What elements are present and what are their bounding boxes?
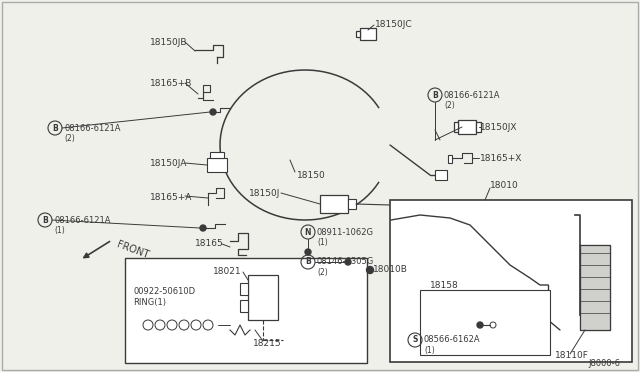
Text: 18165: 18165 [195, 238, 224, 247]
Text: J8000-6: J8000-6 [588, 359, 620, 368]
Bar [320, 195, 348, 213]
Text: 18165+B: 18165+B [150, 78, 193, 87]
Text: RING(1): RING(1) [133, 298, 166, 308]
Circle shape [305, 249, 311, 255]
Text: 18110F: 18110F [555, 350, 589, 359]
Text: B: B [52, 124, 58, 132]
Text: 18150: 18150 [297, 170, 326, 180]
Circle shape [200, 225, 206, 231]
Text: (2): (2) [317, 267, 328, 276]
Text: (1): (1) [317, 237, 328, 247]
Bar [207, 158, 227, 172]
Bar [458, 120, 476, 134]
Text: 18215: 18215 [253, 339, 282, 347]
Text: (1): (1) [54, 225, 65, 234]
Bar [420, 290, 550, 355]
Text: (2): (2) [444, 100, 455, 109]
Bar [348, 199, 356, 209]
Text: B: B [432, 90, 438, 99]
Text: N: N [305, 228, 311, 237]
Bar [476, 122, 481, 132]
Text: 18010B: 18010B [373, 266, 408, 275]
Bar [448, 155, 452, 163]
Text: 08566-6162A: 08566-6162A [424, 336, 481, 344]
Text: 08166-6121A: 08166-6121A [64, 124, 120, 132]
Circle shape [210, 109, 216, 115]
Text: B: B [305, 257, 311, 266]
Polygon shape [580, 245, 610, 330]
Text: 18010: 18010 [490, 180, 519, 189]
Circle shape [477, 322, 483, 328]
Bar [356, 31, 360, 37]
Text: (2): (2) [64, 134, 75, 142]
Text: 08146-6305G: 08146-6305G [317, 257, 374, 266]
Circle shape [345, 259, 351, 265]
Bar [125, 258, 367, 363]
Text: FRONT: FRONT [115, 240, 150, 260]
Bar [435, 170, 447, 180]
Text: 18165+A: 18165+A [150, 192, 193, 202]
Text: B: B [42, 215, 48, 224]
Bar [390, 200, 632, 362]
Text: 18150JB: 18150JB [150, 38, 188, 46]
Text: 08166-6121A: 08166-6121A [54, 215, 111, 224]
Bar [454, 122, 458, 132]
Text: 18165+X: 18165+X [480, 154, 522, 163]
Bar [440, 300, 470, 342]
Text: 18158: 18158 [430, 280, 459, 289]
Text: 18150JX: 18150JX [480, 122, 518, 131]
Text: 08166-6121A: 08166-6121A [444, 90, 500, 99]
Bar [435, 310, 440, 320]
Bar [240, 283, 248, 295]
Bar [240, 300, 248, 312]
Text: 18150JC: 18150JC [375, 19, 413, 29]
Bar [210, 152, 224, 158]
Text: 18150JA: 18150JA [150, 158, 188, 167]
Circle shape [367, 266, 374, 273]
Text: 00922-50610D: 00922-50610D [133, 288, 195, 296]
Bar [248, 275, 278, 320]
Text: 08911-1062G: 08911-1062G [317, 228, 374, 237]
Text: (1): (1) [424, 346, 435, 355]
Text: 18150J: 18150J [248, 189, 280, 198]
Bar [360, 28, 376, 40]
Text: 18021: 18021 [213, 267, 242, 276]
Text: S: S [412, 336, 418, 344]
